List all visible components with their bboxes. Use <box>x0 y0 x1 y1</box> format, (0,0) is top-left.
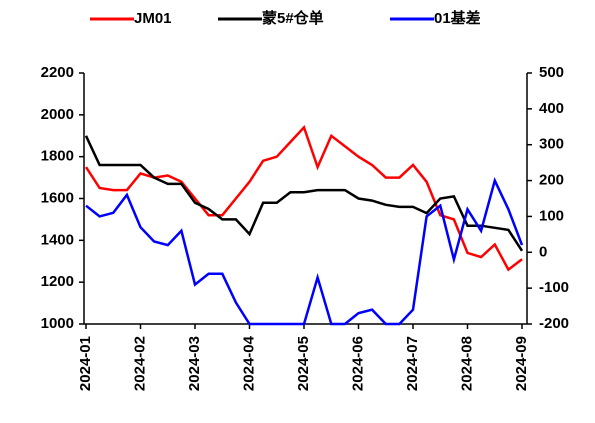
x-tick-label: 2024-09 <box>513 336 530 391</box>
y2-tick-label: -100 <box>539 279 569 296</box>
y2-tick-label: 0 <box>539 243 547 260</box>
series-line <box>84 135 524 252</box>
legend-label: 01基差 <box>434 9 481 27</box>
y-tick-label: 2000 <box>41 106 74 123</box>
y2-tick-label: 200 <box>539 172 564 189</box>
y2-tick-label: 500 <box>539 64 564 81</box>
y-tick-label: 1000 <box>41 315 74 332</box>
y-tick-label: 1600 <box>41 189 74 206</box>
y-tick-label: 1400 <box>41 231 74 248</box>
y2-tick-label: 400 <box>539 100 564 117</box>
series-line <box>84 125 523 272</box>
y-tick-label: 2200 <box>41 64 74 81</box>
x-tick-label: 2024-02 <box>131 336 148 391</box>
series-line <box>85 177 524 326</box>
y2-tick-label: -200 <box>539 315 569 332</box>
y-tick-label: 1800 <box>41 148 74 165</box>
x-tick-label: 2024-01 <box>77 336 94 391</box>
x-tick-label: 2024-03 <box>186 336 203 391</box>
x-tick-label: 2024-04 <box>240 335 257 391</box>
legend-label: JM01 <box>134 10 172 27</box>
y2-tick-label: 300 <box>539 136 564 153</box>
x-tick-label: 2024-05 <box>295 336 312 391</box>
x-tick-label: 2024-07 <box>404 336 421 391</box>
x-tick-label: 2024-06 <box>349 336 366 391</box>
y-tick-label: 1200 <box>41 273 74 290</box>
legend-label: 蒙5#仓单 <box>262 9 324 27</box>
x-tick-label: 2024-08 <box>458 336 475 391</box>
y2-tick-label: 100 <box>539 207 564 224</box>
